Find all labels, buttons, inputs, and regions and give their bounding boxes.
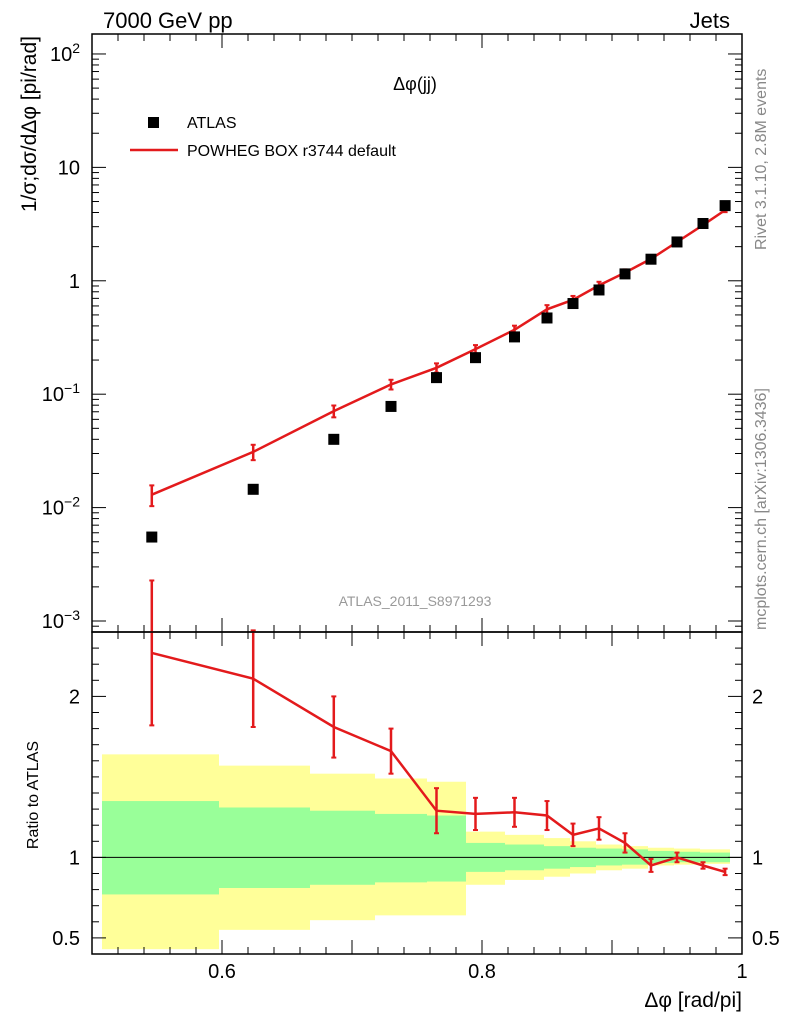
atlas-point (509, 331, 520, 343)
legend: ATLAS POWHEG BOX r3744 default (130, 115, 397, 160)
atlas-point (671, 236, 683, 248)
uncertainty-band-green (310, 810, 375, 885)
atlas-point (593, 284, 605, 296)
atlas-point (146, 531, 158, 543)
ratio-y-tick-label: 2 (69, 686, 80, 708)
ratio-panel: 0.5 0.51 12 2 0.6 0.8 1 Ratio to ATLAS Δφ [ra… (25, 579, 780, 1012)
atlas-point (247, 483, 259, 495)
x-tick-label: 0.6 (208, 961, 236, 983)
side-label-rivet: Rivet 3.1.10, 2.8M events (753, 69, 770, 250)
atlas-point (385, 400, 397, 412)
watermark: ATLAS_2011_S8971293 (339, 593, 492, 609)
legend-label-powheg: POWHEG BOX r3744 default (187, 143, 397, 160)
atlas-point (567, 298, 579, 310)
side-label-mcplots: mcplots.cern.ch [arXiv:1306.3436] (753, 388, 770, 630)
ratio-y-tick-label: 1 (752, 847, 763, 869)
atlas-point (697, 217, 709, 229)
atlas-point (470, 352, 481, 364)
x-tick-label: 1 (736, 961, 747, 983)
legend-marker-atlas (148, 117, 159, 128)
y-tick-label: 10−2 (42, 494, 80, 520)
atlas-point (645, 253, 657, 265)
x-axis-label: Δφ [rad/pi] (644, 989, 742, 1012)
atlas-point (619, 268, 631, 280)
uncertainty-band-green (102, 801, 219, 895)
y-tick-label: 10−3 (42, 607, 80, 633)
y-tick-label: 10−1 (42, 380, 80, 406)
atlas-point (541, 312, 553, 324)
uncertainty-band-green (219, 807, 310, 888)
atlas-point (328, 433, 340, 445)
atlas-point (719, 200, 731, 212)
uncertainty-band-green (427, 815, 466, 882)
y-tick-label: 102 (50, 40, 80, 66)
header-right: Jets (690, 8, 730, 33)
main-ylabel: 1/σ;dσ/dΔφ [pi/rad] (18, 36, 41, 212)
legend-label-atlas: ATLAS (187, 115, 237, 132)
ratio-y-tick-label: 0.5 (752, 928, 780, 950)
ratio-y-tick-label: 1 (69, 847, 80, 869)
atlas-point (431, 372, 442, 384)
powheg-line (151, 209, 726, 496)
y-tick-label: 10 (58, 157, 80, 179)
header-left: 7000 GeV pp (103, 8, 233, 33)
x-tick-label: 0.8 (468, 961, 496, 983)
main-panel: 10−3 10−2 10−1 1 10 102 Δφ(jj) ATLAS_2011_S89… (18, 33, 743, 633)
ratio-ylabel: Ratio to ATLAS (25, 741, 42, 849)
ratio-y-tick-label: 2 (752, 686, 763, 708)
uncertainty-band-green (375, 813, 427, 883)
ratio-y-tick-label: 0.5 (52, 928, 80, 950)
main-title: Δφ(jj) (393, 74, 437, 94)
y-tick-label: 1 (69, 271, 80, 293)
